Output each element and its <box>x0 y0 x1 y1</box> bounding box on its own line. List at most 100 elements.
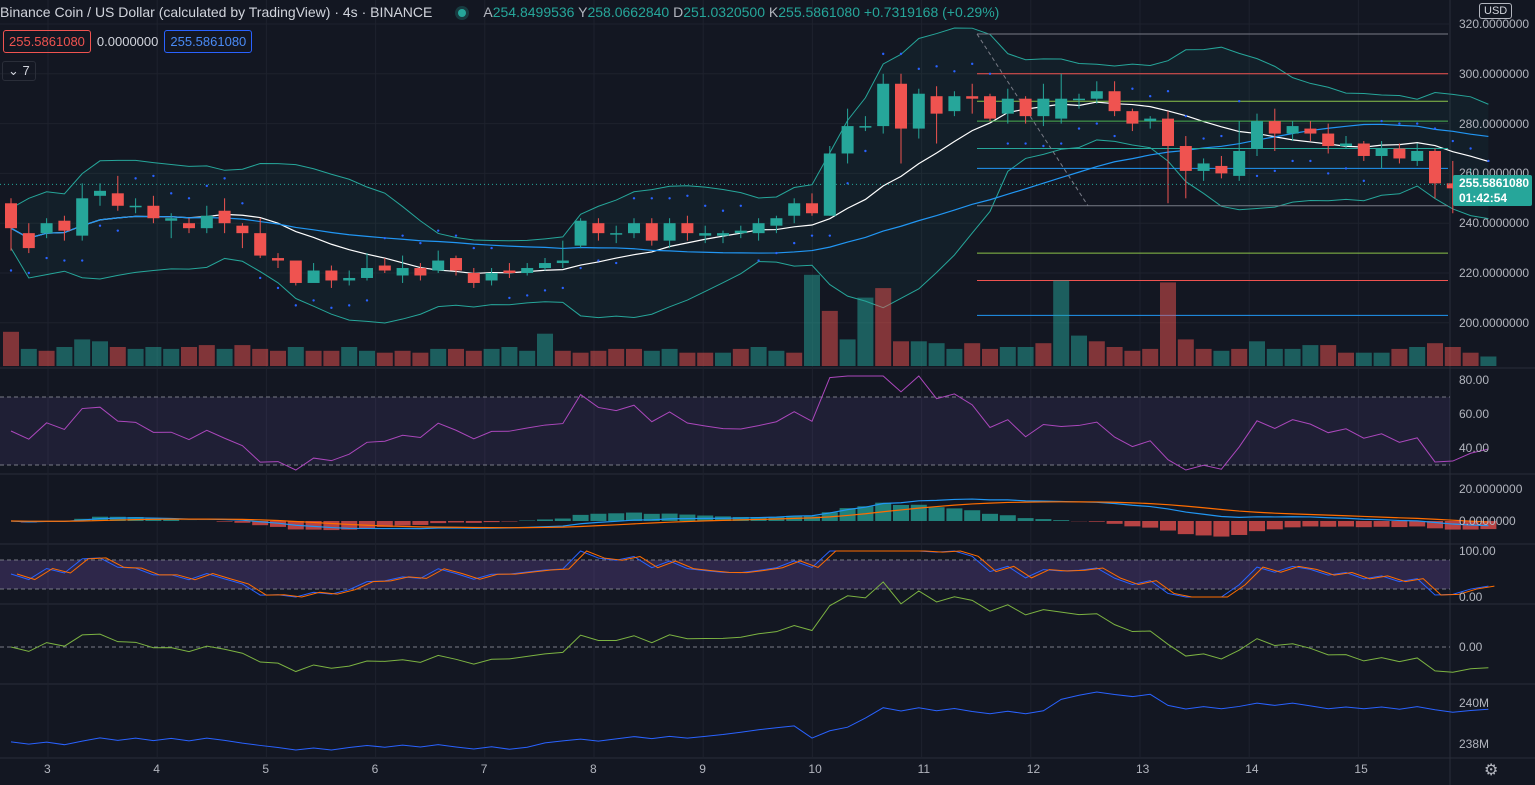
indicators-toggle[interactable]: ⌄ 7 <box>2 61 36 81</box>
sar-dot <box>1184 114 1188 118</box>
sar-dot <box>1042 144 1045 148</box>
sar-dot <box>205 184 208 188</box>
candle-body <box>770 218 783 226</box>
macd-histogram-bar <box>590 513 607 521</box>
sar-dot <box>793 241 796 245</box>
macd-histogram-bar <box>679 514 696 521</box>
candle-body <box>272 258 284 261</box>
volume-bar <box>145 347 162 366</box>
volume-bar <box>163 348 180 366</box>
volume-bar <box>715 352 731 366</box>
sar-dot <box>704 204 707 207</box>
volume-bar <box>127 348 144 366</box>
volume-bar <box>430 348 447 366</box>
macd-histogram-bar <box>982 513 998 521</box>
candle-body <box>895 83 907 129</box>
stoch-k-line <box>10 550 1489 598</box>
macd-histogram-bar <box>1249 521 1265 532</box>
sar-dot <box>1255 174 1259 178</box>
volume-bar <box>1231 348 1248 366</box>
sar-dot <box>312 299 315 302</box>
macd-histogram-bar <box>1338 521 1354 527</box>
time-tick-label: 6 <box>371 762 379 776</box>
symbol-title[interactable]: Binance Coin / US Dollar (calculated by … <box>0 4 433 20</box>
candle-body <box>396 268 409 276</box>
macd-histogram-bar <box>554 518 571 521</box>
gear-icon[interactable]: ⚙ <box>1484 762 1499 779</box>
candle-body <box>1268 121 1281 134</box>
candle-body <box>165 218 178 221</box>
macd-histogram-bar <box>394 521 411 526</box>
sar-dot <box>935 65 938 68</box>
macd-histogram-bar <box>1355 521 1372 528</box>
volume-bar <box>999 347 1016 366</box>
sar-dot <box>668 197 671 200</box>
time-tick-label: 10 <box>808 762 822 776</box>
price-tick-label: 200.0000000 <box>1459 315 1530 330</box>
volume-bar <box>1338 352 1354 366</box>
macd-histogram-bar <box>1124 521 1141 527</box>
sar-dot <box>1327 172 1330 175</box>
volume-bar <box>1249 341 1265 366</box>
macd-histogram-bar <box>305 521 322 530</box>
sar-dot <box>721 209 725 212</box>
macd-histogram-bar <box>1266 521 1283 530</box>
candle-body <box>254 233 267 256</box>
candle-body <box>111 193 124 206</box>
volume-bar <box>554 350 571 366</box>
chevron-down-icon: ⌄ <box>8 63 19 78</box>
macd-histogram-bar <box>216 521 233 522</box>
bollinger-lower-line <box>10 139 1489 324</box>
sar-dot <box>1291 159 1294 163</box>
sar-dot <box>1344 167 1348 170</box>
candle-body <box>1340 143 1352 147</box>
sar-dot <box>63 259 66 262</box>
rsi-line <box>10 375 1489 471</box>
candle-body <box>503 270 516 273</box>
buy-button[interactable]: 255.5861080 <box>164 30 253 53</box>
sell-button[interactable]: 255.5861080 <box>3 30 91 53</box>
candle-body <box>147 205 160 219</box>
macd-histogram-bar <box>964 510 981 521</box>
indicator-tick-label: 0.00 <box>1459 590 1483 604</box>
macd-histogram-bar <box>270 521 286 527</box>
macd-histogram-bar <box>127 517 144 521</box>
volume-bar <box>910 341 927 366</box>
macd-histogram-bar <box>1444 521 1461 530</box>
volume-bar <box>982 348 998 366</box>
macd-histogram-bar <box>1480 521 1497 530</box>
volume-bar <box>1195 348 1212 366</box>
ohlc-open: A254.8499536 <box>483 4 575 20</box>
macd-histogram-bar <box>234 521 251 523</box>
sar-dot <box>1131 87 1134 90</box>
sar-dot <box>1166 90 1170 93</box>
candle-body <box>592 223 605 234</box>
volume-bar <box>109 347 126 366</box>
candle-body <box>1411 150 1424 161</box>
candle-body <box>58 220 71 231</box>
ohlc-low: D251.0320500 <box>673 4 766 20</box>
candle-body <box>966 96 979 99</box>
currency-button[interactable]: USD <box>1479 3 1513 19</box>
sar-dot <box>953 70 956 73</box>
macd-histogram-bar <box>572 514 589 521</box>
candle-body <box>1108 91 1121 112</box>
volume-bar <box>1177 339 1194 366</box>
sar-dot <box>1362 179 1366 183</box>
volume-bar <box>643 350 660 366</box>
macd-histogram-bar <box>1284 521 1301 528</box>
symbol-legend: Binance Coin / US Dollar (calculated by … <box>0 4 999 20</box>
sar-dot <box>1095 122 1099 125</box>
volume-bar <box>394 350 411 366</box>
volume-bar <box>893 341 909 366</box>
macd-histogram-bar <box>1213 521 1230 537</box>
volume-bar <box>56 347 73 366</box>
sar-dot <box>508 296 511 300</box>
volume-bar <box>1266 348 1283 366</box>
macd-histogram-bar <box>946 508 963 521</box>
sar-dot <box>1006 142 1009 145</box>
volume-bar <box>1053 280 1070 366</box>
macd-histogram-bar <box>643 513 660 521</box>
macd-histogram-bar <box>1409 521 1426 527</box>
